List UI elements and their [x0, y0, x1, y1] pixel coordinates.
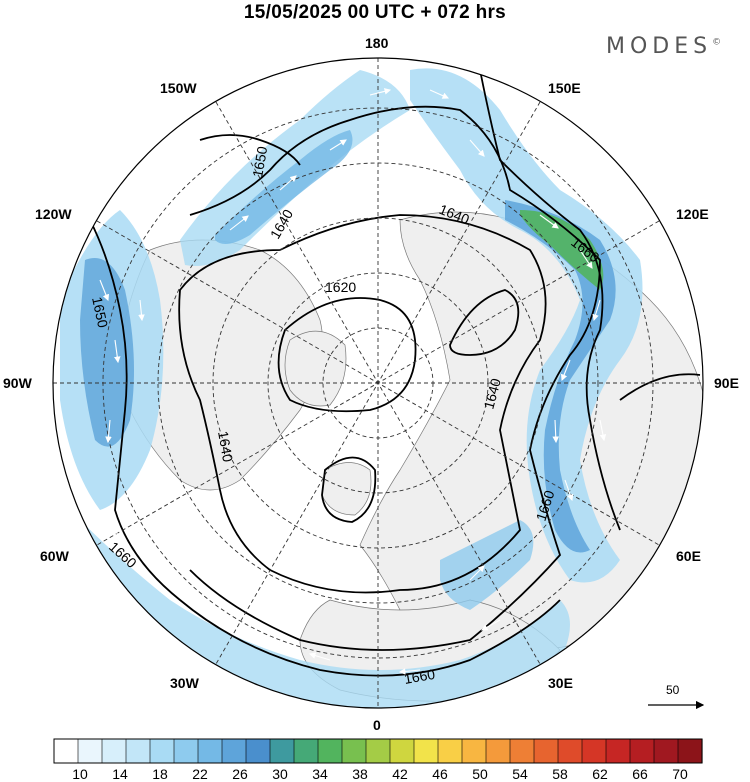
contour-label: 1620: [325, 279, 356, 295]
colorbar-tick-label: 26: [232, 766, 248, 782]
colorbar-tick-label: 18: [152, 766, 168, 782]
colorbar-cell: [173, 738, 199, 764]
colorbar-tick-label: 34: [312, 766, 328, 782]
lon-label-60e: 60E: [676, 548, 701, 564]
colorbar-cell: [605, 738, 631, 764]
colorbar-cell: [293, 738, 319, 764]
lon-label-60w: 60W: [40, 548, 69, 564]
colorbar-cell: [557, 738, 583, 764]
colorbar-cell: [341, 738, 367, 764]
colorbar-cell: [77, 738, 103, 764]
colorbar-cell: [629, 738, 655, 764]
colorbar-cell: [221, 738, 247, 764]
colorbar-tick-label: 14: [112, 766, 128, 782]
colorbar-cell: [245, 738, 271, 764]
wind-vectors: [99, 88, 607, 675]
map-title: 15/05/2025 00 UTC + 072 hrs: [243, 2, 507, 23]
contour-label: 1650: [249, 145, 270, 179]
lon-label-90w: 90W: [3, 375, 32, 391]
colorbar-cell: [509, 738, 535, 764]
colorbar-cell: [653, 738, 679, 764]
brand-logo: MODES©: [606, 34, 722, 59]
graticule: [53, 58, 703, 708]
colorbar-cell: [437, 738, 463, 764]
reference-vector-label: 50: [666, 683, 680, 697]
colorbar-cell: [677, 738, 703, 764]
colorbar-cell: [269, 738, 295, 764]
map-boundary: [52, 57, 704, 709]
lon-label-150w: 150W: [160, 80, 197, 96]
colorbar-cell: [533, 738, 559, 764]
colorbar-tick-label: 50: [472, 766, 488, 782]
lon-label-30e: 30E: [548, 675, 573, 691]
colorbar-cell: [389, 738, 415, 764]
colorbar-cell: [53, 738, 79, 764]
colorbar-tick-label: 54: [512, 766, 528, 782]
colorbar-tick-label: 46: [432, 766, 448, 782]
colorbar-tick-labels: 10 14 18 22 26 30 34 38 42 46 50 54 58 62 66 70: [0, 766, 750, 782]
colorbar-tick-label: 42: [392, 766, 408, 782]
colorbar-cell: [485, 738, 511, 764]
lon-label-30w: 30W: [170, 675, 199, 691]
colorbar-cell: [413, 738, 439, 764]
lon-label-150e: 150E: [548, 80, 581, 96]
colorbar-tick-label: 30: [272, 766, 288, 782]
contour-label: 1640: [215, 430, 236, 464]
colorbar-cell: [125, 738, 151, 764]
contour-label: 1660: [403, 666, 437, 687]
lon-label-0: 0: [373, 717, 381, 733]
lon-label-90e: 90E: [714, 375, 739, 391]
colorbar-cell: [149, 738, 175, 764]
colorbar-tick-label: 38: [352, 766, 368, 782]
lon-label-120w: 120W: [35, 206, 72, 222]
colorbar-tick-label: 10: [72, 766, 88, 782]
contour-label: 1640: [480, 376, 504, 410]
colorbar-cell: [197, 738, 223, 764]
colorbar-tick-label: 58: [552, 766, 568, 782]
contour-label: 1650: [89, 295, 111, 329]
lon-label-120e: 120E: [676, 206, 709, 222]
colorbar-tick-label: 62: [592, 766, 608, 782]
colorbar-cell: [461, 738, 487, 764]
colorbar: [53, 738, 703, 764]
colorbar-cell: [317, 738, 343, 764]
lon-label-180: 180: [365, 35, 389, 51]
colorbar-cell: [101, 738, 127, 764]
colorbar-tick-label: 70: [672, 766, 688, 782]
colorbar-tick-label: 22: [192, 766, 208, 782]
colorbar-tick-label: 66: [632, 766, 648, 782]
colorbar-cell: [365, 738, 391, 764]
colorbar-cell: [581, 738, 607, 764]
height-contours: [89, 69, 701, 677]
